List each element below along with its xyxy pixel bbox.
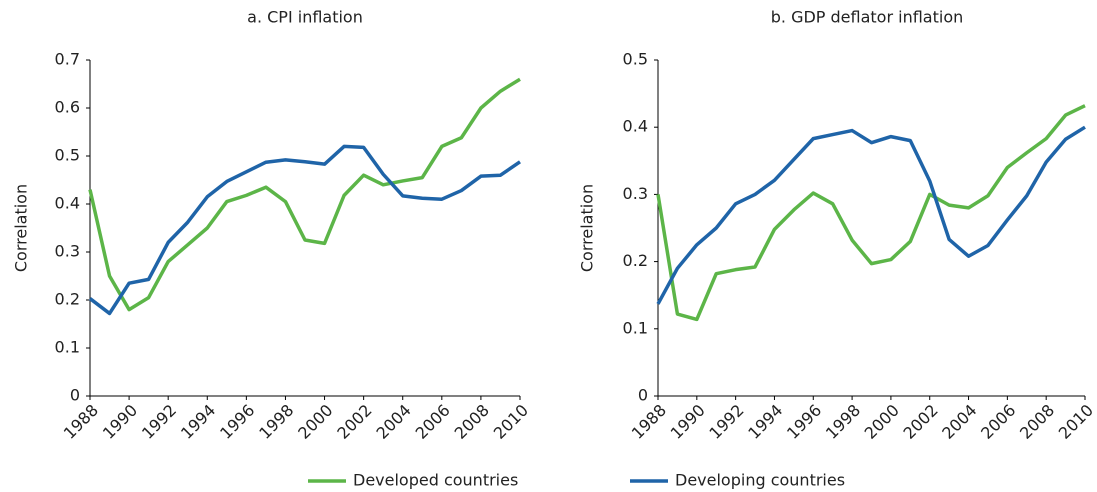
legend-label: Developing countries <box>675 471 845 490</box>
x-tick-label: 1990 <box>99 401 141 443</box>
y-tick-label: 0.6 <box>55 98 80 117</box>
y-tick-label: 0.3 <box>55 242 80 261</box>
y-tick-label: 0.3 <box>623 184 648 203</box>
x-tick-label: 1996 <box>783 401 825 443</box>
x-tick-label: 1988 <box>628 401 670 443</box>
x-tick-label: 2008 <box>451 401 493 443</box>
x-tick-label: 2010 <box>490 401 532 443</box>
y-tick-label: 0 <box>638 386 648 405</box>
x-tick-label: 1990 <box>667 401 709 443</box>
y-axis-label: Correlation <box>12 184 31 272</box>
y-tick-label: 0.7 <box>55 50 80 69</box>
y-tick-label: 0.1 <box>623 318 648 337</box>
series-line <box>656 125 1086 305</box>
x-tick-label: 1988 <box>60 401 102 443</box>
x-tick-label: 2002 <box>900 401 942 443</box>
series-line <box>88 77 521 312</box>
x-tick-label: 2000 <box>294 401 336 443</box>
x-tick-label: 1992 <box>138 401 180 443</box>
x-tick-label: 1998 <box>822 401 864 443</box>
y-tick-label: 0.5 <box>55 146 80 165</box>
x-tick-label: 2002 <box>333 401 375 443</box>
x-tick-label: 1994 <box>744 401 786 443</box>
x-tick-label: 2006 <box>977 401 1019 443</box>
x-tick-label: 1996 <box>216 401 258 443</box>
x-tick-label: 1994 <box>177 401 219 443</box>
x-tick-label: 2008 <box>1016 401 1058 443</box>
y-tick-label: 0.5 <box>623 50 648 69</box>
chart-title: a. CPI inflation <box>247 8 363 27</box>
x-tick-label: 2004 <box>938 401 980 443</box>
x-tick-label: 1998 <box>255 401 297 443</box>
chart-title: b. GDP deflator inflation <box>771 8 964 27</box>
y-tick-label: 0 <box>70 386 80 405</box>
x-tick-label: 2004 <box>373 401 415 443</box>
y-tick-label: 0.4 <box>55 194 80 213</box>
y-tick-label: 0.1 <box>55 338 80 357</box>
x-tick-label: 1992 <box>705 401 747 443</box>
series-line <box>656 104 1086 322</box>
y-axis-label: Correlation <box>578 184 597 272</box>
legend-label: Developed countries <box>353 471 518 490</box>
y-tick-label: 0.2 <box>623 251 648 270</box>
y-tick-label: 0.4 <box>623 117 648 136</box>
y-tick-label: 0.2 <box>55 290 80 309</box>
x-tick-label: 2010 <box>1055 401 1097 443</box>
x-tick-label: 2000 <box>861 401 903 443</box>
x-tick-label: 2006 <box>412 401 454 443</box>
series-line <box>88 144 521 316</box>
